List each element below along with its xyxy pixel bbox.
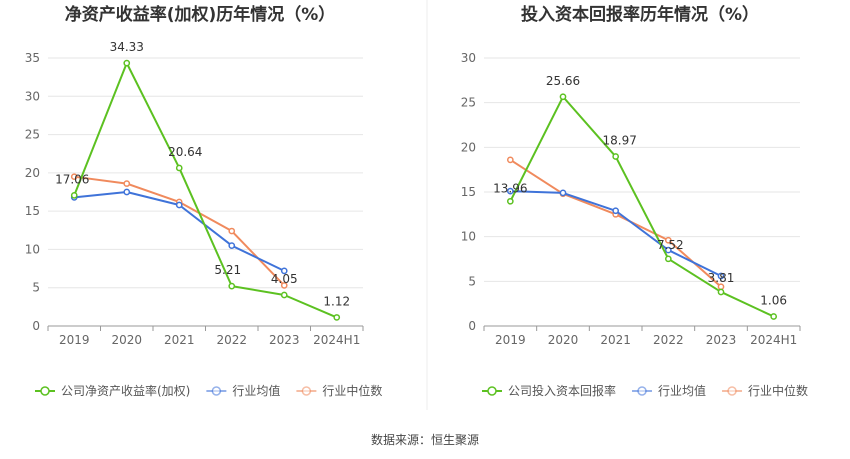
data-label: 1.12 <box>323 294 350 308</box>
data-point-avg <box>228 242 236 249</box>
series-line-median <box>509 158 722 288</box>
y-tick-label: 15 <box>461 185 476 199</box>
legend-swatch-marker <box>40 386 50 396</box>
source-label: 数据来源：恒生聚源 <box>371 432 479 447</box>
data-point-avg <box>280 267 288 275</box>
series-line-median <box>74 175 285 287</box>
data-point-avg <box>123 188 131 196</box>
data-point-avg <box>717 272 725 280</box>
legend-swatch-marker <box>727 386 737 396</box>
data-label: 5.21 <box>214 263 241 277</box>
y-tick-label: 30 <box>461 51 476 65</box>
y-tick-label: 15 <box>25 204 40 218</box>
data-point-company <box>70 192 78 199</box>
data-point-avg <box>506 187 514 195</box>
data-point-median <box>228 227 236 235</box>
y-tick-label: 35 <box>25 51 40 65</box>
y-tick-label: 0 <box>32 319 40 333</box>
y-tick-label: 10 <box>25 242 40 256</box>
chart-title: 净资产收益率(加权)历年情况（%） <box>65 4 336 25</box>
data-point-avg <box>664 246 672 254</box>
legend-swatch-marker <box>637 386 647 396</box>
data-point-company <box>280 291 288 299</box>
x-tick-label: 2024H1 <box>313 333 360 347</box>
data-point-avg <box>175 201 183 209</box>
data-point-company <box>333 314 341 321</box>
y-tick-label: 25 <box>461 96 476 110</box>
legend-label: 行业中位数 <box>322 383 382 398</box>
data-point-avg <box>559 189 567 197</box>
x-tick-label: 2021 <box>600 333 631 347</box>
legend-label: 行业均值 <box>658 383 706 398</box>
legend-item-median: 行业中位数 <box>722 383 808 398</box>
data-label: 1.06 <box>760 294 787 308</box>
data-point-company <box>770 313 778 320</box>
chart-2: 投入资本回报率历年情况（%） 0 5 10 15 20 25 30 2019 2020 2021 20… <box>461 4 808 398</box>
data-label: 25.66 <box>546 74 580 88</box>
y-tick-label: 5 <box>32 281 40 295</box>
legend-swatch-marker <box>487 386 497 396</box>
x-tick-label: 2022 <box>216 333 247 347</box>
legend-label: 公司投入资本回报率 <box>508 383 616 398</box>
series-line-company <box>73 62 338 319</box>
x-tick-label: 2019 <box>59 333 90 347</box>
legend-swatch-marker <box>211 386 222 396</box>
x-tick-label: 2021 <box>164 333 195 347</box>
series-line-company <box>509 95 775 318</box>
legend-item-median: 行业中位数 <box>296 383 382 398</box>
y-tick-label: 10 <box>461 230 476 244</box>
legend-label: 行业均值 <box>232 383 280 398</box>
y-tick-label: 20 <box>461 140 476 154</box>
chart-1: 净资产收益率(加权)历年情况（%） 0 5 10 15 20 25 30 35 2019 2020 2… <box>25 4 383 398</box>
legend-item-avg: 行业均值 <box>206 383 280 398</box>
data-label: 17.06 <box>55 172 89 186</box>
data-point-median <box>280 282 288 289</box>
x-tick-label: 2019 <box>495 333 526 347</box>
data-point-median <box>123 180 131 187</box>
x-tick-label: 2023 <box>269 333 300 347</box>
legend-item-company: 公司投入资本回报率 <box>482 383 616 398</box>
data-point-company <box>175 164 183 172</box>
data-label: 13.96 <box>493 181 527 195</box>
data-label: 20.64 <box>168 145 202 159</box>
data-point-company <box>123 59 131 67</box>
y-tick-label: 20 <box>25 166 40 180</box>
data-point-company <box>612 153 620 160</box>
data-point-median <box>506 156 514 164</box>
legend-item-company: 公司净资产收益率(加权) <box>35 383 190 398</box>
legend-label: 行业中位数 <box>748 383 808 398</box>
series-line-avg <box>510 190 722 277</box>
data-point-avg <box>612 207 620 215</box>
legend-item-avg: 行业均值 <box>632 383 706 398</box>
x-tick-label: 2022 <box>653 333 684 347</box>
data-point-company <box>664 255 672 263</box>
x-tick-label: 2020 <box>111 333 142 347</box>
x-tick-label: 2024H1 <box>750 333 797 347</box>
data-point-company <box>506 197 514 205</box>
data-point-company <box>717 288 725 296</box>
data-label: 4.05 <box>271 272 298 286</box>
chart-title: 投入资本回报率历年情况（%） <box>521 4 759 25</box>
y-tick-label: 25 <box>25 128 40 142</box>
data-label: 7.52 <box>657 238 684 252</box>
data-label: 3.81 <box>708 271 735 285</box>
data-label: 18.97 <box>602 134 636 148</box>
x-tick-label: 2023 <box>706 333 737 347</box>
legend-label: 公司净资产收益率(加权) <box>61 383 190 398</box>
y-tick-label: 5 <box>468 274 476 288</box>
y-tick-label: 0 <box>468 319 476 333</box>
data-point-company <box>228 282 236 290</box>
y-tick-label: 30 <box>25 89 40 103</box>
data-point-median <box>70 173 78 181</box>
data-point-median <box>664 236 672 244</box>
x-tick-label: 2020 <box>548 333 579 347</box>
legend-swatch-marker <box>301 386 312 396</box>
data-label: 34.33 <box>110 40 144 54</box>
data-point-company <box>559 93 567 101</box>
